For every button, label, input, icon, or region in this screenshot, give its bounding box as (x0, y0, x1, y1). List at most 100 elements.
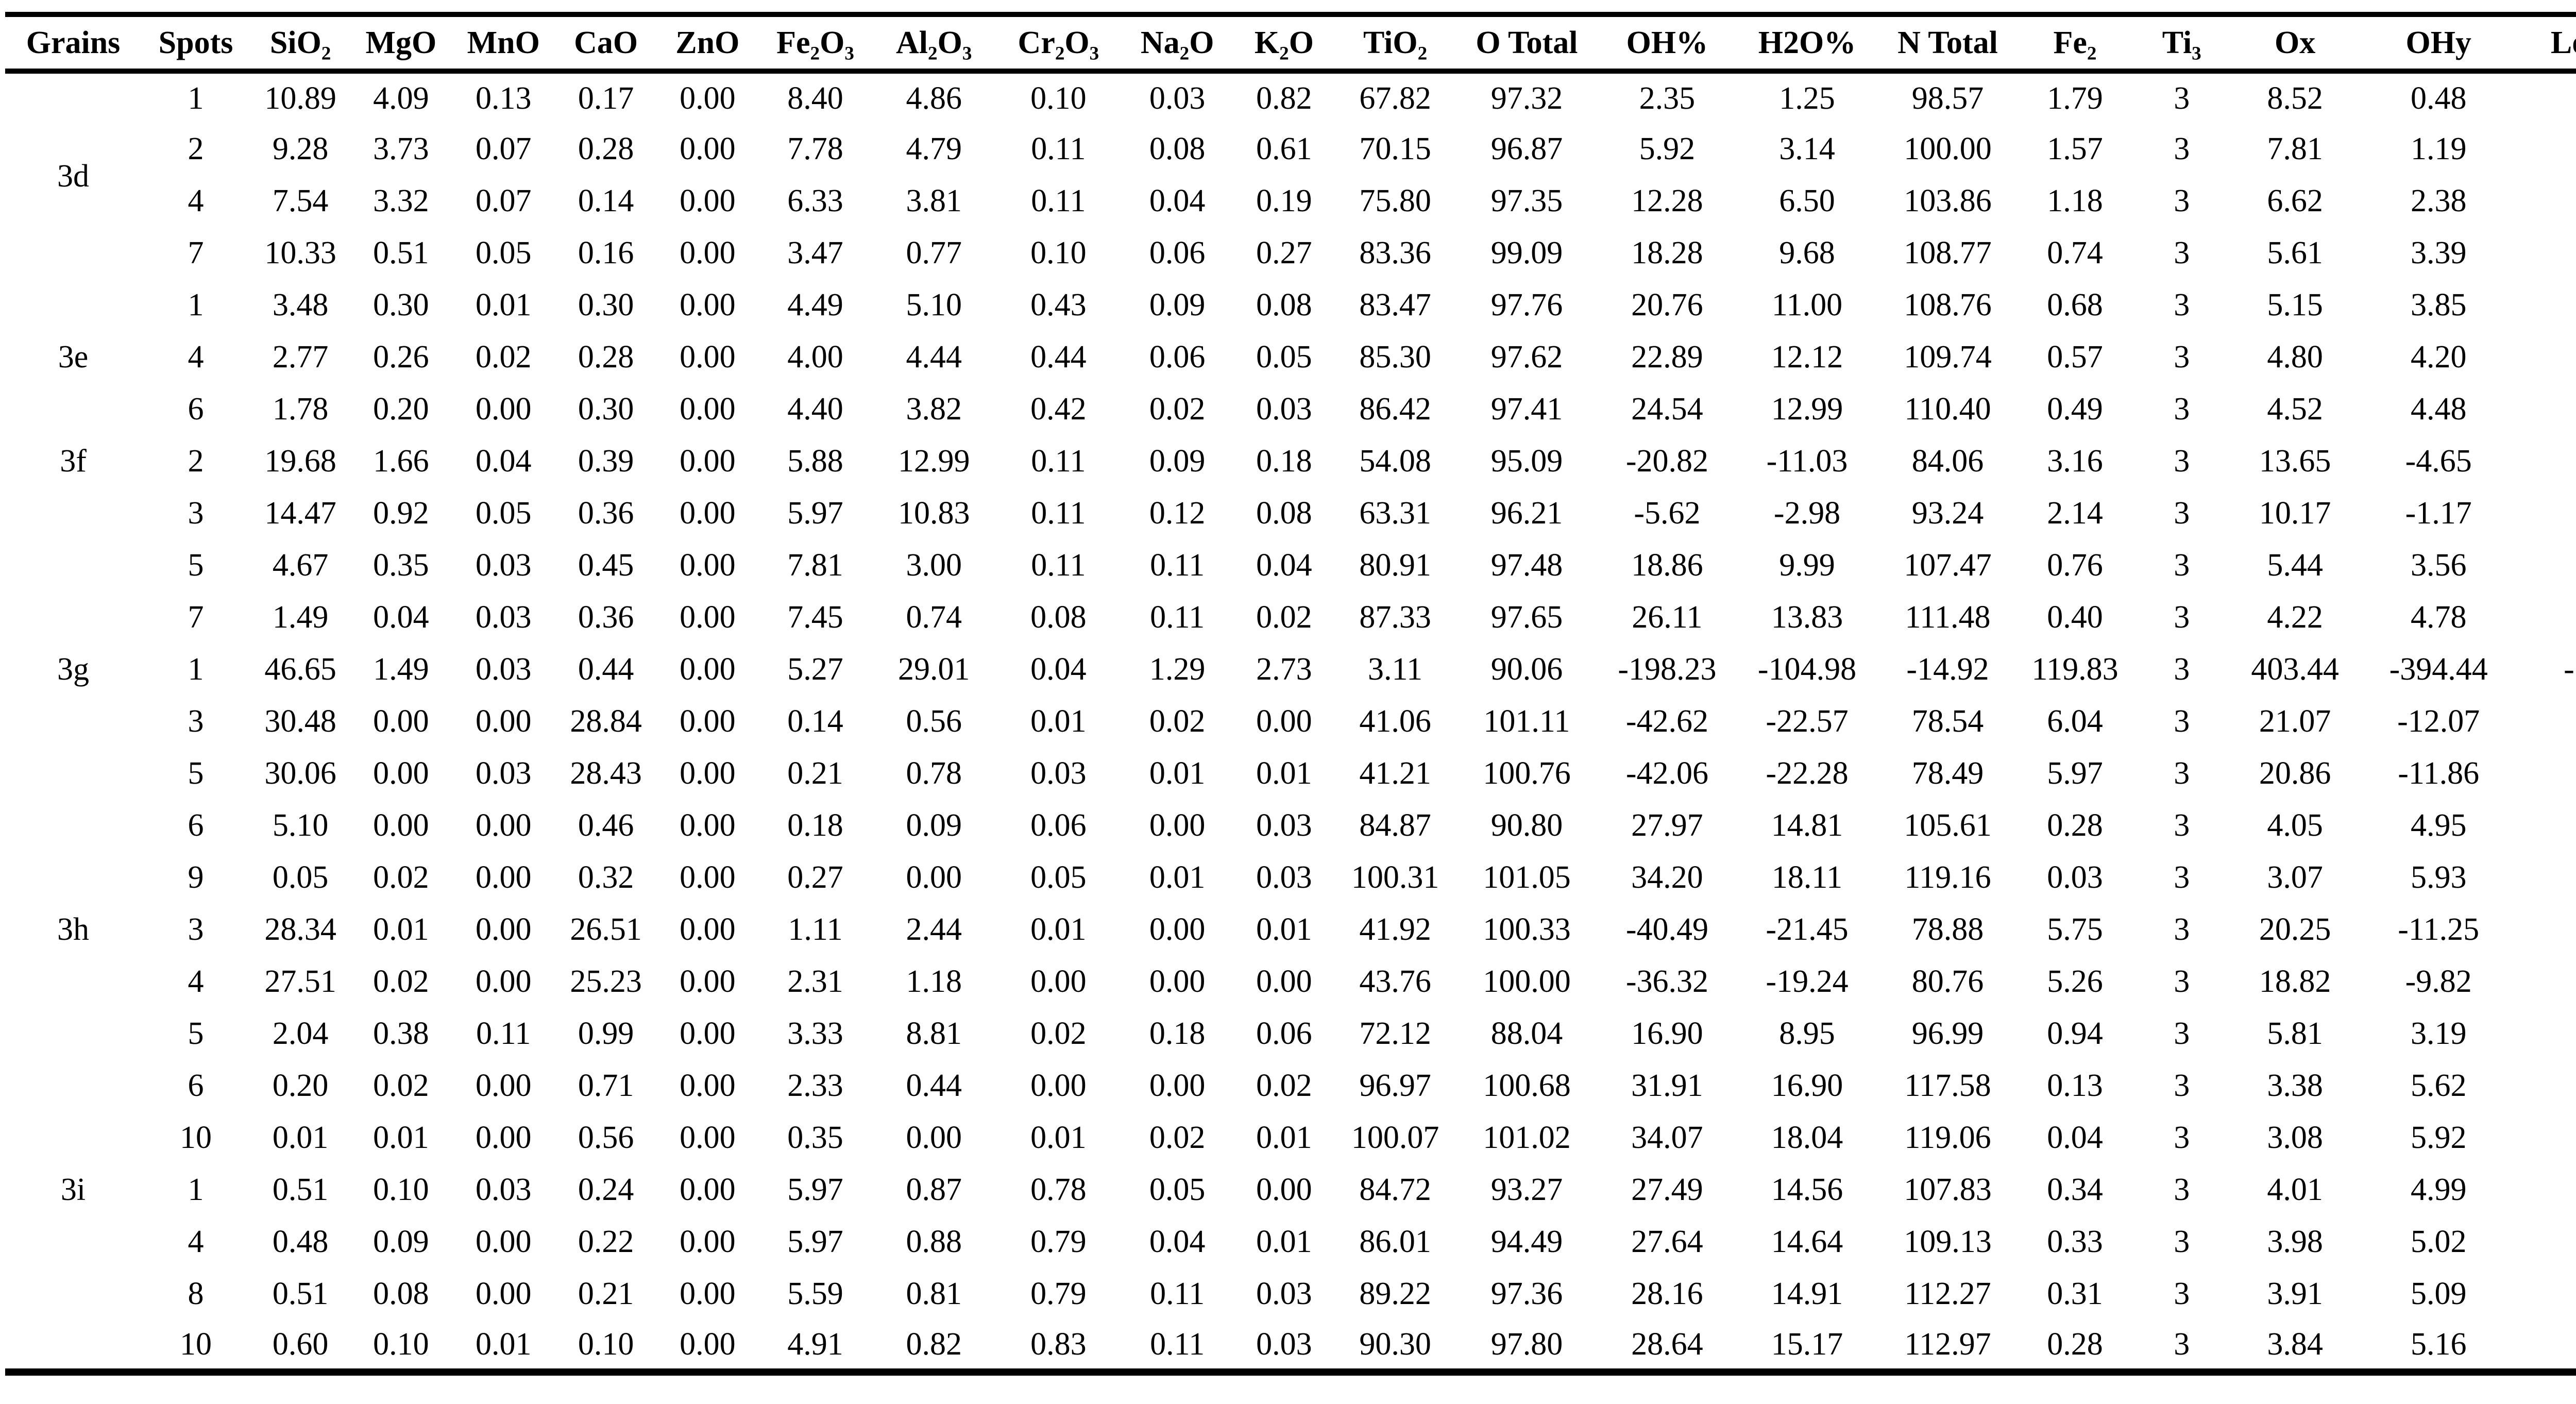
value-cell-na2o: 0.08 (1149, 131, 1206, 166)
value-cell-losed-fe: 0.43 (2518, 123, 2576, 175)
value-cell-fe2: 0.94 (2047, 1016, 2103, 1051)
value-cell-oh-pct: 20.76 (1631, 287, 1703, 323)
value-cell-h2o-pct: 6.50 (1779, 183, 1835, 218)
value-cell-k2o: 0.02 (1256, 1068, 1312, 1103)
value-cell-ohy: -11.86 (2398, 756, 2480, 791)
value-cell-cr2o3: 0.44 (1030, 340, 1087, 375)
value-cell-k2o: 0.03 (1256, 1276, 1312, 1311)
value-cell-oh-pct: 34.07 (1631, 1120, 1703, 1155)
value-cell-cr2o3: 0.11 (1031, 183, 1086, 218)
value-cell-cao: 0.22 (578, 1224, 634, 1259)
value-cell-ohy: 4.95 (2410, 808, 2467, 843)
value-cell-na2o: 0.03 (1149, 80, 1206, 116)
value-cell-sio2: 10.33 (264, 235, 336, 270)
value-cell-tio2: 67.82 (1359, 80, 1431, 116)
value-cell-mgo: 0.92 (373, 496, 429, 531)
value-cell-fe2: 0.28 (2047, 1326, 2103, 1362)
value-cell-na2o: 0.11 (1150, 1276, 1205, 1311)
value-cell-fe2o3: 3.47 (787, 235, 843, 270)
value-cell-mgo: 0.01 (373, 912, 429, 947)
value-cell-n-total: 98.57 (1911, 80, 1984, 116)
value-cell-na2o: 0.00 (1149, 1068, 1206, 1103)
value-cell-ox: 3.91 (2267, 1276, 2323, 1311)
value-cell-fe2o3: 7.81 (787, 548, 843, 583)
value-cell-na2o: 0.18 (1149, 1016, 1206, 1051)
value-cell-fe2: 0.31 (2047, 1276, 2103, 1311)
value-cell-o-total: 97.36 (1490, 1276, 1563, 1311)
value-cell-mno: 0.07 (475, 131, 532, 166)
value-cell-ox: 3.07 (2267, 860, 2323, 895)
value-cell-o-total: 101.05 (1483, 860, 1571, 895)
value-cell-na2o: 0.01 (1149, 860, 1206, 895)
table-row-grain-3g-spot-5: 5 30.06 0.00 0.03 28.43 0.00 0.21 0.78 0.03 0.01 0… (5, 748, 2576, 800)
value-cell-ti3: 3 (2174, 235, 2190, 270)
value-cell-tio2: 86.42 (1359, 392, 1431, 427)
value-cell-mgo: 0.08 (373, 1276, 429, 1311)
value-cell-fe2: 0.33 (2047, 1224, 2103, 1259)
value-cell-fe2o3: 0.18 (787, 808, 843, 843)
value-cell-sio2: 7.54 (272, 183, 329, 218)
value-cell-fe2: 0.57 (2047, 340, 2103, 375)
column-header-zno: ZnO (675, 25, 740, 60)
value-cell-losed-fe: 1.72 (2518, 1320, 2576, 1372)
value-cell-cr2o3: 0.11 (1031, 496, 1086, 531)
value-cell-tio2: 89.22 (1359, 1276, 1431, 1311)
value-cell-losed-fe: -3.26 (2518, 956, 2576, 1008)
value-cell-ohy: 5.92 (2410, 1120, 2467, 1155)
value-cell-ti3: 3 (2174, 860, 2190, 895)
value-cell-tio2: 86.01 (1359, 1224, 1431, 1259)
value-cell-mgo: 0.02 (373, 1068, 429, 1103)
value-cell-tio2: 41.21 (1359, 756, 1431, 791)
grain-label-text: 3h (57, 912, 90, 947)
value-cell-ohy: 5.02 (2410, 1224, 2467, 1259)
value-cell-cao: 0.39 (578, 444, 634, 479)
value-cell-k2o: 0.01 (1256, 1224, 1312, 1259)
value-cell-oh-pct: -198.23 (1618, 652, 1717, 687)
value-cell-oh-pct: 27.64 (1631, 1224, 1703, 1259)
spot-cell: 5 (188, 756, 204, 791)
value-cell-zno: 0.00 (680, 548, 736, 583)
value-cell-fe2o3: 3.33 (787, 1016, 843, 1051)
value-cell-mgo: 1.66 (373, 444, 429, 479)
value-cell-losed-fe: 1.24 (2518, 539, 2576, 591)
value-cell-na2o: 1.29 (1149, 652, 1206, 687)
value-cell-cr2o3: 0.01 (1030, 704, 1087, 739)
value-cell-cao: 0.16 (578, 235, 634, 270)
value-cell-ox: 3.08 (2267, 1120, 2323, 1155)
value-cell-mgo: 0.10 (373, 1172, 429, 1207)
value-cell-mno: 0.11 (476, 1016, 531, 1051)
value-cell-fe2o3: 2.31 (787, 964, 843, 999)
value-cell-k2o: 0.00 (1256, 1172, 1312, 1207)
value-cell-cr2o3: 0.03 (1030, 756, 1087, 791)
value-cell-oh-pct: 34.20 (1631, 860, 1703, 895)
value-cell-tio2: 72.12 (1359, 1016, 1431, 1051)
value-cell-mgo: 0.00 (373, 808, 429, 843)
value-cell-ti3: 3 (2174, 392, 2190, 427)
value-cell-fe2o3: 5.59 (787, 1276, 843, 1311)
value-cell-losed-fe: -1.16 (2518, 435, 2576, 487)
value-cell-ox: 21.07 (2259, 704, 2331, 739)
value-cell-tio2: 83.36 (1359, 235, 1431, 270)
value-cell-al2o3: 0.81 (906, 1276, 962, 1311)
spot-cell: 6 (188, 1068, 204, 1103)
value-cell-cao: 0.10 (578, 1326, 634, 1362)
value-cell-al2o3: 10.83 (897, 496, 970, 531)
value-cell-mgo: 0.30 (373, 287, 429, 323)
grain-label-3i: 3i (5, 1164, 141, 1372)
value-cell-losed-fe: 1.26 (2518, 227, 2576, 279)
value-cell-na2o: 0.02 (1149, 704, 1206, 739)
value-cell-h2o-pct: 9.99 (1779, 548, 1835, 583)
value-cell-oh-pct: -42.06 (1625, 756, 1708, 791)
value-cell-mno: 0.02 (475, 340, 532, 375)
column-header-ti3: Ti₃ (2162, 25, 2201, 60)
value-cell-mno: 0.01 (475, 1326, 532, 1362)
value-cell-n-total: 110.40 (1904, 392, 1991, 427)
value-cell-na2o: 0.11 (1150, 548, 1205, 583)
table-row-grain-3f-spot-3: 3 14.47 0.92 0.05 0.36 0.00 5.97 10.83 0.11 0.12 0… (5, 487, 2576, 539)
value-cell-h2o-pct: -22.28 (1766, 756, 1849, 791)
value-cell-zno: 0.00 (680, 340, 736, 375)
value-cell-ti3: 3 (2174, 1120, 2190, 1155)
table-row-grain-3h-spot-10: 10 0.01 0.01 0.00 0.56 0.00 0.35 0.00 0.01 0.02 0.… (5, 1112, 2576, 1164)
value-cell-cao: 0.45 (578, 548, 634, 583)
spot-cell: 4 (188, 1224, 204, 1259)
